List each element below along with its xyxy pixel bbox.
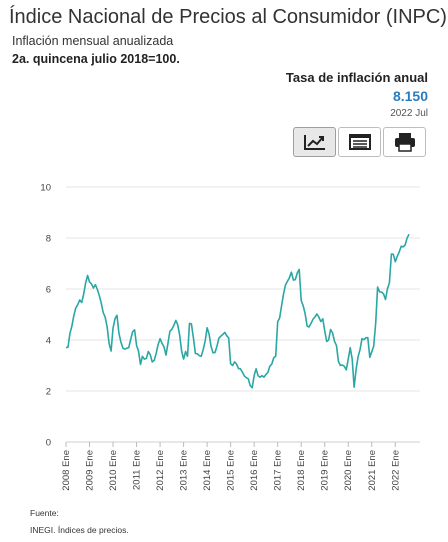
x-tick-label: 2016 Ene xyxy=(249,450,260,491)
y-tick-label: 10 xyxy=(40,183,51,194)
print-button[interactable] xyxy=(383,127,426,157)
y-tick-label: 0 xyxy=(46,438,51,449)
y-tick-label: 2 xyxy=(46,387,51,398)
y-tick-label: 8 xyxy=(46,234,51,245)
x-tick-label: 2022 Ene xyxy=(390,450,401,491)
page-title: Índice Nacional de Precios al Consumidor… xyxy=(9,6,447,28)
x-tick-label: 2014 Ene xyxy=(202,450,213,491)
inflation-series-line xyxy=(65,233,410,389)
x-tick-label: 2012 Ene xyxy=(155,450,166,491)
y-tick-label: 6 xyxy=(46,285,51,296)
line-chart-icon xyxy=(303,135,325,150)
x-tick-label: 2011 Ene xyxy=(132,450,143,490)
x-tick-label: 2020 Ene xyxy=(343,450,354,491)
grid xyxy=(66,186,420,443)
x-tick-label: 2017 Ene xyxy=(273,450,284,491)
rate-label: Tasa de inflación anual xyxy=(285,70,428,85)
source-text: INEGI. Índices de precios. xyxy=(30,525,129,535)
x-tick-label: 2008 Ene xyxy=(61,450,72,491)
rate-value: 8.150 xyxy=(392,88,428,104)
x-tick-label: 2021 Ene xyxy=(367,450,378,491)
y-tick-label: 4 xyxy=(46,336,51,347)
line-chart-button[interactable] xyxy=(293,127,336,157)
inflation-line-chart: 0 2 4 6 8 10 2008 Ene 2009 Ene 2010 Ene 2011 Ene… xyxy=(40,183,420,491)
printer-icon xyxy=(394,133,415,152)
x-tick-label: 2009 Ene xyxy=(85,450,96,491)
x-axis: 2008 Ene 2009 Ene 2010 Ene 2011 Ene 2012 Ene… xyxy=(61,442,401,491)
table-icon xyxy=(348,134,371,150)
series-layer xyxy=(65,233,410,389)
page-subtitle: Inflación mensual anualizada xyxy=(12,34,174,48)
x-tick-label: 2018 Ene xyxy=(296,450,307,491)
chart-toolbar xyxy=(293,127,426,157)
table-button[interactable] xyxy=(338,127,381,157)
x-tick-label: 2013 Ene xyxy=(179,450,190,491)
x-tick-label: 2015 Ene xyxy=(226,450,237,491)
rate-date: 2022 Jul xyxy=(390,108,428,119)
x-tick-label: 2019 Ene xyxy=(320,450,331,491)
source-label: Fuente: xyxy=(30,508,59,518)
base-period: 2a. quincena julio 2018=100. xyxy=(12,52,180,66)
x-tick-label: 2010 Ene xyxy=(108,450,119,491)
y-axis: 0 2 4 6 8 10 xyxy=(40,183,51,449)
